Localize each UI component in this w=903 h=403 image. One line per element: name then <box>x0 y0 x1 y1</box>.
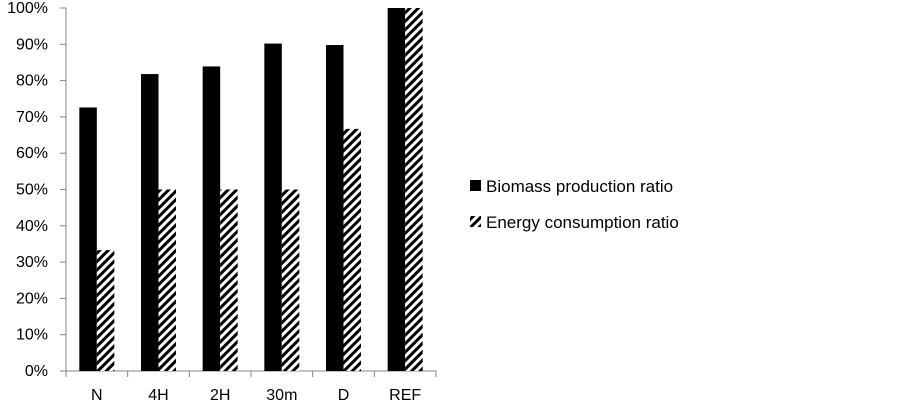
energy-consumption-bar <box>281 189 300 371</box>
x-axis: N 4H 2H 30m D REF <box>65 370 437 403</box>
y-tick-label: 100% <box>7 0 48 17</box>
legend-label: Energy consumption ratio <box>486 213 679 232</box>
legend-swatch-biomass <box>470 180 481 191</box>
y-tick-label: 10% <box>16 327 48 344</box>
energy-consumption-bar <box>343 128 361 371</box>
legend-label: Biomass production ratio <box>486 177 673 196</box>
energy-consumption-bar <box>220 189 238 371</box>
y-tick-label: 90% <box>16 36 48 53</box>
biomass-production-bar <box>141 74 159 371</box>
energy-consumption-bar <box>405 8 423 371</box>
y-tick-label: 60% <box>16 145 48 162</box>
x-tick-label: 4H <box>148 387 168 403</box>
biomass-production-bar <box>387 8 406 371</box>
y-tick-label: 80% <box>16 73 48 90</box>
y-tick-label: 0% <box>25 363 48 380</box>
y-tick-label: 20% <box>16 290 48 307</box>
biomass-production-bar <box>264 43 282 371</box>
y-axis: 0% 10% 20% 30% 40% 50% 60% 70% 80% 90% 100% <box>7 0 67 380</box>
bars <box>79 8 423 372</box>
x-tick-label: D <box>338 387 350 403</box>
energy-consumption-bar <box>96 250 115 371</box>
y-tick-label: 70% <box>16 109 48 126</box>
energy-consumption-bar <box>158 189 176 371</box>
biomass-production-bar <box>79 107 97 371</box>
y-tick-label: 30% <box>16 254 48 271</box>
legend: Biomass production ratio Energy consumpti… <box>470 177 679 232</box>
biomass-production-bar <box>202 66 221 372</box>
y-tick-label: 50% <box>16 182 48 199</box>
x-tick-label: REF <box>389 387 421 403</box>
x-tick-label: 30m <box>266 387 297 403</box>
legend-swatch-energy <box>470 216 481 227</box>
x-tick-label: 2H <box>210 387 230 403</box>
biomass-production-bar <box>326 45 344 371</box>
y-tick-label: 40% <box>16 218 48 235</box>
x-tick-label: N <box>91 387 103 403</box>
